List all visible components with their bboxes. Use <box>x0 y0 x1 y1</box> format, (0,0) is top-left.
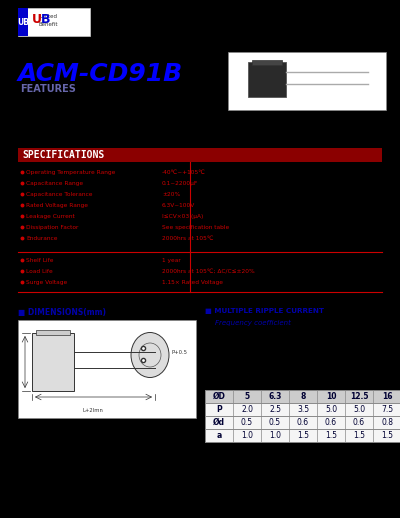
Text: 3.5: 3.5 <box>297 405 309 414</box>
Text: 0.6: 0.6 <box>353 418 365 427</box>
Text: Capacitance Tolerance: Capacitance Tolerance <box>26 192 92 196</box>
Bar <box>228 52 386 110</box>
Text: Frequency coefficient: Frequency coefficient <box>215 320 291 326</box>
Text: a: a <box>216 431 222 440</box>
Text: 1.5: 1.5 <box>297 431 309 440</box>
Text: 1.0: 1.0 <box>269 431 281 440</box>
Text: U: U <box>32 12 42 25</box>
Text: See specification table: See specification table <box>162 224 229 229</box>
Text: 10: 10 <box>326 392 336 401</box>
Text: 16: 16 <box>382 392 392 401</box>
Text: 8: 8 <box>300 392 306 401</box>
Text: ØD: ØD <box>212 392 226 401</box>
Bar <box>36 330 70 335</box>
Text: 7.5: 7.5 <box>381 405 393 414</box>
Text: 2.0: 2.0 <box>241 405 253 414</box>
Text: 2000hrs at 105℃; ΔC/C≤±20%: 2000hrs at 105℃; ΔC/C≤±20% <box>162 268 255 274</box>
Bar <box>18 8 90 36</box>
Text: Ød: Ød <box>213 418 225 427</box>
Text: Rated Voltage Range: Rated Voltage Range <box>26 203 88 208</box>
Text: ■ MULTIPLE RIPPLE CURRENT: ■ MULTIPLE RIPPLE CURRENT <box>205 308 324 314</box>
Text: 0.1~2200μF: 0.1~2200μF <box>162 180 198 185</box>
Text: P: P <box>216 405 222 414</box>
Text: 6.3: 6.3 <box>268 392 282 401</box>
Text: Dissipation Factor: Dissipation Factor <box>26 224 78 229</box>
Bar <box>18 320 196 418</box>
Text: 5.0: 5.0 <box>353 405 365 414</box>
Text: L+2lmn: L+2lmn <box>82 408 104 413</box>
Text: 0.5: 0.5 <box>241 418 253 427</box>
Text: Endurance: Endurance <box>26 236 58 240</box>
Text: 6.3V~100V: 6.3V~100V <box>162 203 195 208</box>
Bar <box>18 148 382 162</box>
Bar <box>252 60 282 65</box>
Text: 5: 5 <box>244 392 250 401</box>
Text: Surge Voltage: Surge Voltage <box>26 280 67 284</box>
Bar <box>205 429 400 442</box>
Bar <box>205 403 400 416</box>
Text: UB: UB <box>17 18 29 26</box>
Text: P+0.5: P+0.5 <box>172 350 188 354</box>
Text: 5.0: 5.0 <box>325 405 337 414</box>
Text: 12.5: 12.5 <box>350 392 368 401</box>
Text: 1.5: 1.5 <box>325 431 337 440</box>
Text: 0.6: 0.6 <box>297 418 309 427</box>
Text: United: United <box>39 13 57 19</box>
Text: 1.0: 1.0 <box>241 431 253 440</box>
Text: ■ DIMENSIONS(mm): ■ DIMENSIONS(mm) <box>18 308 106 317</box>
Text: Leakage Current: Leakage Current <box>26 213 75 219</box>
Text: SPECIFICATIONS: SPECIFICATIONS <box>22 150 104 160</box>
Text: 1.5: 1.5 <box>353 431 365 440</box>
Text: ACM-CD91B: ACM-CD91B <box>18 62 183 86</box>
Text: B: B <box>41 12 50 25</box>
Text: 2.5: 2.5 <box>269 405 281 414</box>
Text: FEATURES: FEATURES <box>20 84 76 94</box>
Bar <box>248 62 286 97</box>
Text: 1.5: 1.5 <box>381 431 393 440</box>
Text: 1 year: 1 year <box>162 257 181 263</box>
Text: 1.15× Rated Voltage: 1.15× Rated Voltage <box>162 280 223 284</box>
Bar <box>205 390 400 403</box>
Text: Benefit: Benefit <box>38 22 58 26</box>
Text: Capacitance Range: Capacitance Range <box>26 180 83 185</box>
Text: I≤CV×03 (μA): I≤CV×03 (μA) <box>162 213 203 219</box>
Text: -40℃~+105℃: -40℃~+105℃ <box>162 169 206 175</box>
Ellipse shape <box>131 333 169 378</box>
Text: Operating Temperature Range: Operating Temperature Range <box>26 169 115 175</box>
Bar <box>32 333 74 391</box>
Text: 0.5: 0.5 <box>269 418 281 427</box>
Text: Load Life: Load Life <box>26 268 53 274</box>
Bar <box>205 416 400 429</box>
Text: ±20%: ±20% <box>162 192 180 196</box>
Text: Shelf Life: Shelf Life <box>26 257 54 263</box>
Text: 0.8: 0.8 <box>381 418 393 427</box>
Bar <box>18 8 28 36</box>
Text: 2000hrs at 105℃: 2000hrs at 105℃ <box>162 236 214 240</box>
Text: 0.6: 0.6 <box>325 418 337 427</box>
